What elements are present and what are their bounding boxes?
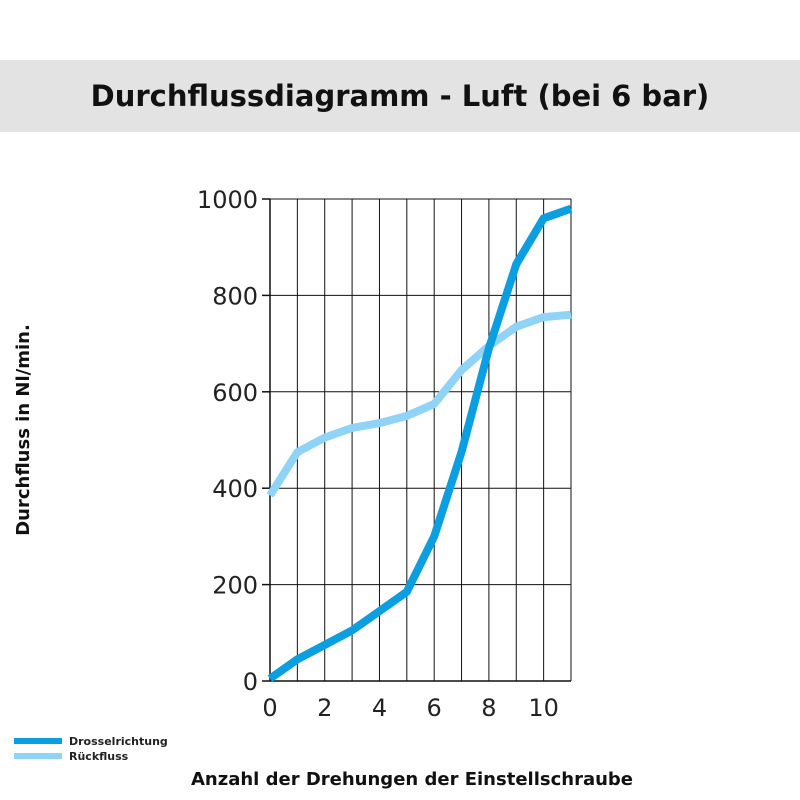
y-tick-label: 600 bbox=[212, 379, 258, 407]
y-tick-label: 0 bbox=[243, 668, 258, 696]
x-tick-label: 6 bbox=[427, 694, 442, 722]
chart-title: Durchflussdiagramm - Luft (bei 6 bar) bbox=[90, 79, 710, 113]
x-tick-label: 8 bbox=[481, 694, 496, 722]
x-tick-label: 4 bbox=[372, 694, 387, 722]
y-tick-label: 400 bbox=[212, 475, 258, 503]
x-axis-title: Anzahl der Drehungen der Einstellschraub… bbox=[191, 769, 633, 790]
y-axis-title: Durchfluss in Nl/min. bbox=[13, 324, 34, 536]
legend-label: Rückfluss bbox=[69, 750, 129, 763]
series-line bbox=[266, 310, 572, 498]
y-tick-label: 1000 bbox=[197, 186, 258, 214]
y-tick-label: 200 bbox=[212, 572, 258, 600]
legend-label: Drosselrichtung bbox=[69, 735, 168, 748]
title-band: Durchflussdiagramm - Luft (bei 6 bar) bbox=[0, 60, 800, 132]
x-tick-label: 2 bbox=[317, 694, 332, 722]
series-line bbox=[267, 204, 573, 682]
y-tick-label: 800 bbox=[212, 282, 258, 310]
x-tick-label: 10 bbox=[528, 694, 559, 722]
x-tick-label: 0 bbox=[262, 694, 277, 722]
